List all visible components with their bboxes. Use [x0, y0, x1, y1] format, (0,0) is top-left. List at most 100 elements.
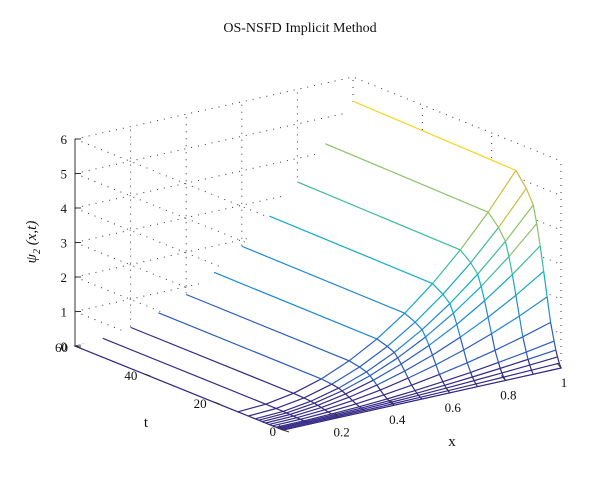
mesh-line-t: [428, 323, 458, 346]
mesh-line-t: [472, 367, 501, 378]
mesh-line-t: [296, 409, 325, 419]
surface: [73, 101, 563, 431]
surface-patch: [286, 403, 318, 415]
mesh-line-t: [484, 274, 513, 302]
mesh-line-t: [268, 417, 298, 425]
mesh-line-t: [432, 336, 461, 356]
surface-patch: [453, 286, 485, 325]
mesh-line-t: [404, 283, 433, 314]
surface-patch: [376, 371, 409, 390]
mesh-line-t: [414, 293, 444, 323]
surface-patch: [425, 313, 457, 346]
mesh-line-x: [355, 403, 360, 408]
t-tick-mark: [213, 401, 220, 405]
chart-title: OS-NSFD Implicit Method: [223, 21, 376, 36]
mesh-line-x: [289, 413, 294, 417]
mesh-line-t: [527, 349, 556, 360]
grid-line-z-side: [74, 242, 284, 327]
surface-patch: [422, 303, 454, 337]
surface-patch: [376, 313, 416, 347]
mesh-line-t: [282, 423, 311, 431]
surface-patch: [488, 170, 527, 228]
surface-patch: [389, 393, 419, 403]
mesh-line-x: [532, 204, 538, 224]
mesh-line-x: [130, 326, 294, 394]
t-tick-mark: [282, 429, 290, 433]
mesh-line-x: [305, 421, 308, 423]
mesh-line-t: [501, 364, 530, 374]
mesh-line-t: [265, 415, 294, 424]
mesh-line-x: [511, 274, 517, 296]
mesh-line-x: [331, 383, 339, 389]
t-tick-mark: [144, 373, 151, 377]
surface-patch: [515, 271, 548, 317]
surface-patch: [481, 256, 513, 301]
mesh-line-t: [425, 312, 454, 338]
mesh-line-x: [376, 338, 388, 347]
mesh-line-t: [279, 421, 308, 430]
grid-line-z-side: [74, 173, 284, 258]
x-tick-mark: [334, 412, 339, 418]
surface-patch: [321, 397, 353, 410]
mesh-line-x: [258, 419, 263, 423]
mesh-line-t: [361, 400, 390, 409]
mesh-line-x: [320, 407, 326, 411]
mesh-line-x: [494, 350, 500, 363]
z-axis-ticks: 0 1 2 3 4 5 6: [61, 132, 81, 354]
mesh-line-t: [277, 420, 306, 429]
mesh-line-t: [310, 387, 339, 402]
mesh-line-t: [503, 369, 532, 378]
z-axis-label: ψ2 (x,t): [24, 221, 43, 264]
surface-patch: [508, 223, 541, 275]
mesh-line-x: [459, 249, 472, 264]
grid-line-z-side: [74, 138, 284, 224]
mesh-line-t: [470, 361, 499, 373]
mesh-line-x: [473, 380, 477, 385]
surface-patch: [314, 390, 346, 406]
mesh-line-x: [397, 357, 402, 365]
surface-patch: [498, 352, 528, 369]
surface-patch: [404, 283, 443, 323]
mesh-line-x: [341, 390, 346, 395]
mesh-line-x: [515, 170, 527, 189]
mesh-line-x: [286, 412, 291, 416]
z-tick-label: 4: [61, 201, 68, 216]
mesh-line-x: [438, 374, 444, 382]
mesh-line-t: [442, 371, 471, 383]
surface-patch: [338, 371, 370, 391]
mesh-line-t: [459, 211, 489, 251]
mesh-line-t: [508, 223, 538, 257]
mesh-line-t: [338, 410, 367, 419]
mesh-line-t: [459, 316, 489, 338]
mesh-line-x: [352, 400, 357, 405]
mesh-line-x: [543, 271, 548, 297]
mesh-line-x: [310, 400, 315, 404]
surface-patch: [255, 411, 287, 421]
mesh-line-x: [376, 384, 381, 391]
surface-patch: [472, 368, 502, 381]
z-tick-label: 1: [61, 305, 68, 320]
mesh-line-x: [459, 337, 465, 351]
mesh-line-t: [456, 300, 485, 325]
mesh-line-x: [442, 381, 446, 386]
mesh-line-t: [293, 378, 322, 394]
mesh-line-x: [418, 394, 421, 398]
surface-patch: [408, 364, 440, 386]
surface-patch: [512, 245, 544, 296]
surface-patch: [526, 341, 556, 360]
mesh-line-x: [431, 354, 437, 365]
surface-patch: [265, 393, 304, 409]
surface-patch: [342, 375, 374, 394]
mesh-line-t: [348, 384, 378, 398]
surface-patch: [488, 295, 520, 334]
mesh-line-t: [435, 349, 465, 366]
surface-patch: [373, 364, 405, 386]
mesh-line-x: [324, 143, 489, 213]
mesh-line-t: [258, 412, 287, 421]
mesh-line-t: [498, 351, 527, 364]
mesh-line-t: [293, 406, 322, 417]
mesh-line-x: [237, 411, 249, 417]
mesh-line-t: [289, 404, 318, 416]
surface-patch: [345, 380, 377, 398]
x-tick-mark: [501, 375, 506, 381]
